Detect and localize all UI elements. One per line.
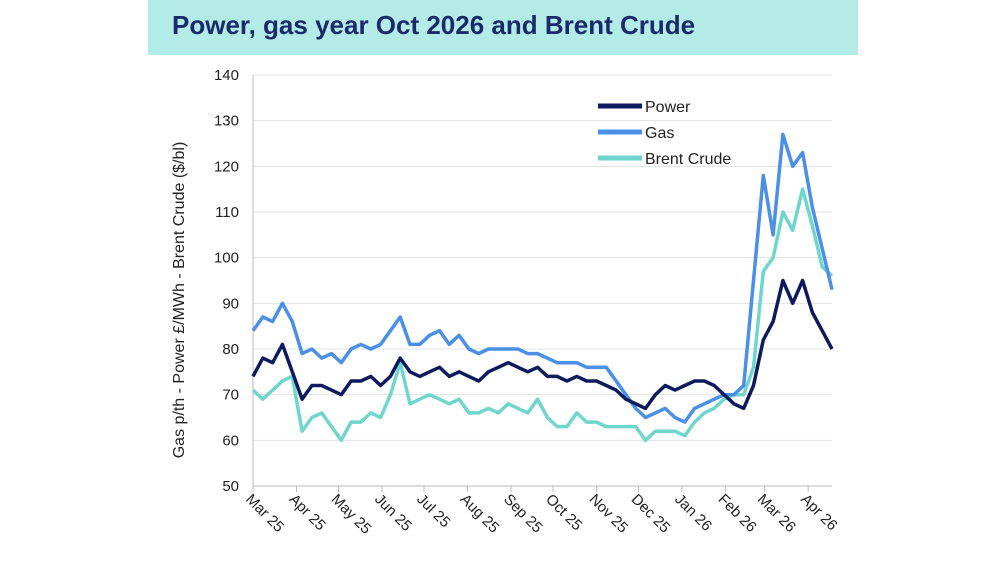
y-tick-label: 50 (222, 478, 239, 495)
y-tick-labels: 50 60 70 80 90 100 110 120 130 140 (214, 67, 239, 495)
x-tick-label: Apr 26 (797, 491, 840, 534)
legend-label: Gas (645, 125, 674, 142)
x-tick-label: Aug 25 (457, 491, 503, 537)
x-tick-label: Jan 26 (671, 491, 715, 535)
gridlines (253, 74, 832, 441)
legend-label: Brent Crude (645, 151, 731, 168)
x-tick-label: Dec 25 (628, 491, 674, 537)
x-tick-label: Nov 25 (586, 491, 632, 537)
series-lines (251, 132, 834, 443)
y-tick-label: 70 (222, 387, 239, 404)
chart-title: Power, gas year Oct 2026 and Brent Crude (172, 10, 696, 40)
y-tick-label: 100 (214, 250, 239, 267)
x-tick-label: Mar 25 (242, 491, 287, 536)
y-tick-label: 110 (215, 204, 239, 221)
y-axis-label: Gas p/th - Power £/MWh - Brent Crude ($/… (171, 142, 188, 459)
y-tick-label: 130 (214, 113, 239, 130)
y-tick-label: 140 (214, 67, 239, 84)
x-tick-label: Jun 25 (371, 491, 415, 535)
x-tick-label: Mar 26 (754, 491, 799, 536)
y-tick-label: 60 (222, 432, 239, 449)
x-tick-label: Jul 25 (413, 491, 453, 531)
x-tick-label: Sep 25 (500, 491, 546, 537)
y-tick-label: 120 (214, 158, 239, 175)
x-tick-label: Apr 25 (286, 491, 329, 534)
x-tick-label: Feb 26 (715, 491, 760, 536)
legend-label: Power (645, 99, 691, 116)
x-tick-label: May 25 (328, 491, 375, 538)
legend: Power Gas Brent Crude (598, 99, 731, 168)
y-tick-label: 90 (222, 295, 239, 312)
x-tick-label: Oct 25 (542, 491, 585, 534)
y-tick-label: 80 (222, 341, 239, 358)
title-banner: Power, gas year Oct 2026 and Brent Crude (148, 0, 858, 55)
series-line-power (251, 278, 834, 411)
series-line-gas (251, 132, 834, 424)
